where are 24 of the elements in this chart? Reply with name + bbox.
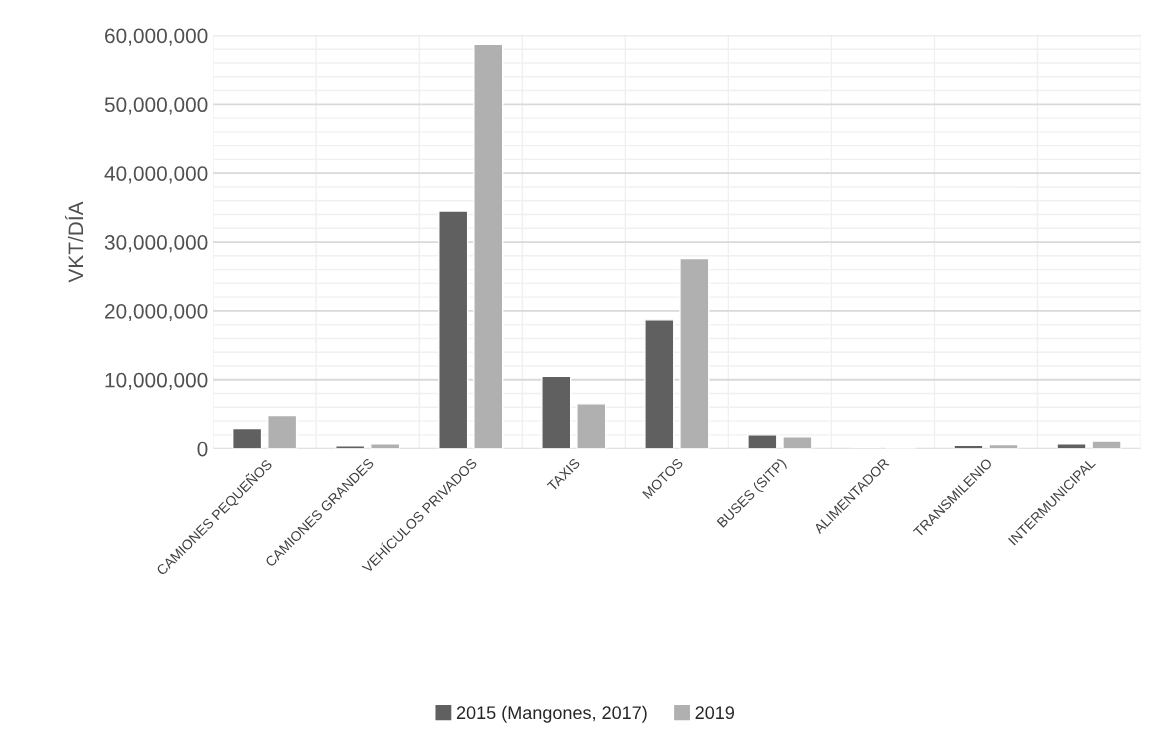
- y-tick-label: 0: [197, 441, 208, 457]
- y-tick-label: 40,000,000: [104, 166, 208, 184]
- y-tick-label: 30,000,000: [104, 235, 208, 253]
- bar: [1091, 440, 1122, 449]
- y-tick-label: 10,000,000: [105, 372, 208, 390]
- bar: [953, 444, 984, 449]
- y-tick-label: 60,000,000: [105, 28, 208, 46]
- bar: [679, 257, 710, 449]
- legend-label: 2015 (Mangones, 2017): [456, 705, 647, 723]
- bar: [438, 210, 469, 449]
- bar: [370, 443, 401, 449]
- bar: [644, 319, 675, 449]
- bar: [541, 375, 572, 449]
- bar: [267, 414, 298, 449]
- bar: [747, 434, 778, 449]
- bar: [473, 43, 504, 449]
- bar: [1056, 443, 1087, 449]
- bar: [232, 427, 263, 449]
- legend-label: 2019: [695, 706, 734, 720]
- bar: [782, 436, 813, 449]
- y-tick-label: 20,000,000: [105, 303, 208, 322]
- y-tick-label: 50,000,000: [104, 97, 208, 115]
- bar: [576, 403, 607, 449]
- y-axis-title: VKT/DÍA: [64, 201, 84, 283]
